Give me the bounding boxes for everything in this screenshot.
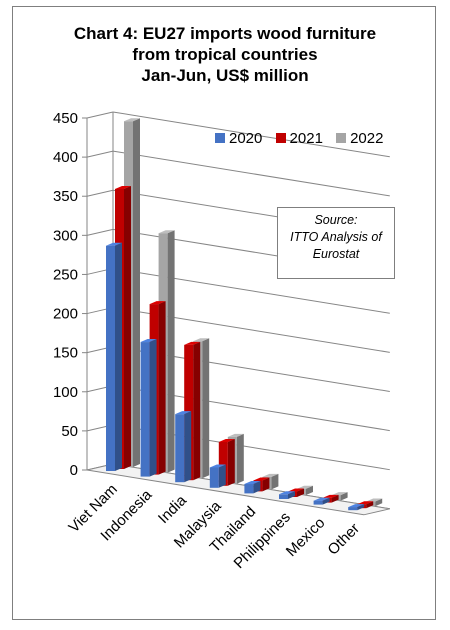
legend-item-2020: 2020 — [215, 130, 262, 147]
legend-item-2022: 2022 — [336, 130, 383, 147]
chart-title-line-2: from tropical countries — [132, 45, 318, 64]
bar-2022-philippines-top — [297, 485, 313, 489]
chart-legend: 2020 2021 2022 — [215, 130, 392, 148]
bar-2020-india — [175, 414, 185, 483]
bar-2020-india-side — [184, 411, 192, 483]
bar-2020-mexico-side — [322, 497, 330, 505]
y-tick-label: 450 — [53, 110, 78, 127]
bar-2020-viet-nam-top — [106, 242, 122, 246]
bar-2022-mexico-top — [331, 492, 348, 496]
bar-2021-other-top — [357, 501, 374, 505]
y-tick-label: 0 — [70, 462, 78, 479]
bar-2021-viet-nam-side — [124, 185, 131, 469]
bar-2021-indonesia-side — [158, 301, 166, 475]
bar-2021-malaysia — [218, 441, 228, 486]
chart-title: Chart 4: EU27 imports wood furniture fro… — [13, 23, 437, 86]
bar-2021-philippines-top — [288, 488, 304, 492]
bar-2022-thailand-side — [271, 473, 279, 490]
bar-2021-mexico-side — [331, 494, 339, 503]
legend-label-2022: 2022 — [350, 130, 384, 147]
source-line-2: ITTO Analysis of — [290, 230, 382, 244]
gridline — [112, 150, 390, 197]
gridline — [112, 111, 390, 158]
bar-2020-thailand-side — [253, 481, 261, 494]
bar-2022-indonesia-side — [167, 230, 175, 473]
bar-2020-thailand — [244, 484, 254, 494]
y-tick-label: 200 — [53, 306, 78, 323]
x-tick-label: Other — [324, 520, 363, 559]
bar-2022-thailand-top — [262, 473, 279, 477]
side-gridline — [86, 228, 114, 236]
bar-2020-mexico — [313, 500, 323, 505]
bar-2020-indonesia-side — [149, 339, 157, 477]
legend-label-2021: 2021 — [289, 130, 323, 147]
bar-2021-other-side — [366, 501, 374, 509]
chart-title-line-3: Jan-Jun, US$ million — [141, 66, 309, 85]
bar-2022-mexico-side — [340, 492, 348, 501]
bar-2020-mexico-top — [313, 497, 330, 501]
source-line-1: Source: — [314, 213, 358, 227]
side-gridline — [86, 150, 114, 158]
bar-2020-other — [348, 507, 358, 511]
legend-swatch-2021 — [275, 133, 286, 143]
bar-2021-india-top — [184, 341, 201, 345]
y-tick-label: 300 — [53, 227, 78, 244]
bar-2022-viet-nam-side — [133, 118, 140, 467]
legend-item-2021: 2021 — [275, 130, 323, 147]
y-tick-label: 350 — [53, 188, 78, 205]
bar-2020-other-side — [357, 504, 365, 511]
y-tick-label: 250 — [53, 266, 78, 283]
bar-2020-other-top — [348, 504, 365, 508]
bar-2020-malaysia — [209, 467, 219, 488]
bar-2022-india-side — [202, 338, 210, 479]
side-gridline — [86, 111, 114, 119]
legend-swatch-2020 — [215, 133, 225, 143]
bar-2020-viet-nam — [106, 245, 115, 471]
bar-2021-philippines-side — [297, 488, 304, 497]
y-tick-label: 150 — [53, 345, 78, 362]
bar-2022-indonesia-top — [158, 230, 175, 234]
bar-2020-thailand-top — [244, 481, 261, 485]
bar-2021-malaysia-top — [218, 438, 235, 442]
bar-2020-philippines — [279, 494, 288, 499]
bar-2022-malaysia-top — [227, 433, 244, 437]
x-tick-label: India — [155, 492, 190, 527]
bar-2021-malaysia-side — [227, 438, 235, 486]
bar-2022-india-top — [193, 338, 210, 342]
bar-2020-philippines-top — [279, 491, 295, 495]
bar-2020-philippines-side — [288, 491, 295, 499]
bar-2021-thailand-side — [262, 477, 270, 492]
source-line-3: Eurostat — [312, 247, 360, 261]
bar-2020-indonesia-top — [140, 339, 157, 343]
source-annotation: Source: ITTO Analysis of Eurostat — [277, 207, 395, 279]
y-tick-label: 400 — [53, 149, 78, 166]
bar-2021-india-side — [193, 341, 201, 481]
bar-2021-indonesia-top — [149, 301, 166, 305]
side-gridline — [86, 189, 114, 197]
legend-label-2020: 2020 — [229, 130, 263, 147]
y-tick-label: 100 — [53, 384, 78, 401]
legend-swatch-2022 — [336, 133, 347, 143]
bar-2021-viet-nam-top — [115, 185, 131, 189]
bar-2020-malaysia-top — [209, 464, 226, 468]
bar-2022-viet-nam-top — [124, 118, 140, 122]
bar-2020-indonesia — [140, 342, 150, 477]
bar-2022-other-side — [375, 498, 383, 507]
bar-2022-philippines-side — [306, 485, 313, 495]
bar-2020-india-top — [175, 411, 192, 415]
bar-2021-thailand-top — [253, 477, 270, 481]
bar-2020-viet-nam-side — [115, 242, 122, 471]
bar-2020-malaysia-side — [218, 464, 226, 488]
chart-title-line-1: Chart 4: EU27 imports wood furniture — [73, 24, 377, 43]
bar-2022-malaysia-side — [236, 433, 244, 484]
bar-2022-other-top — [366, 498, 383, 502]
bar-2021-mexico-top — [322, 494, 339, 498]
y-tick-label: 50 — [61, 423, 78, 440]
